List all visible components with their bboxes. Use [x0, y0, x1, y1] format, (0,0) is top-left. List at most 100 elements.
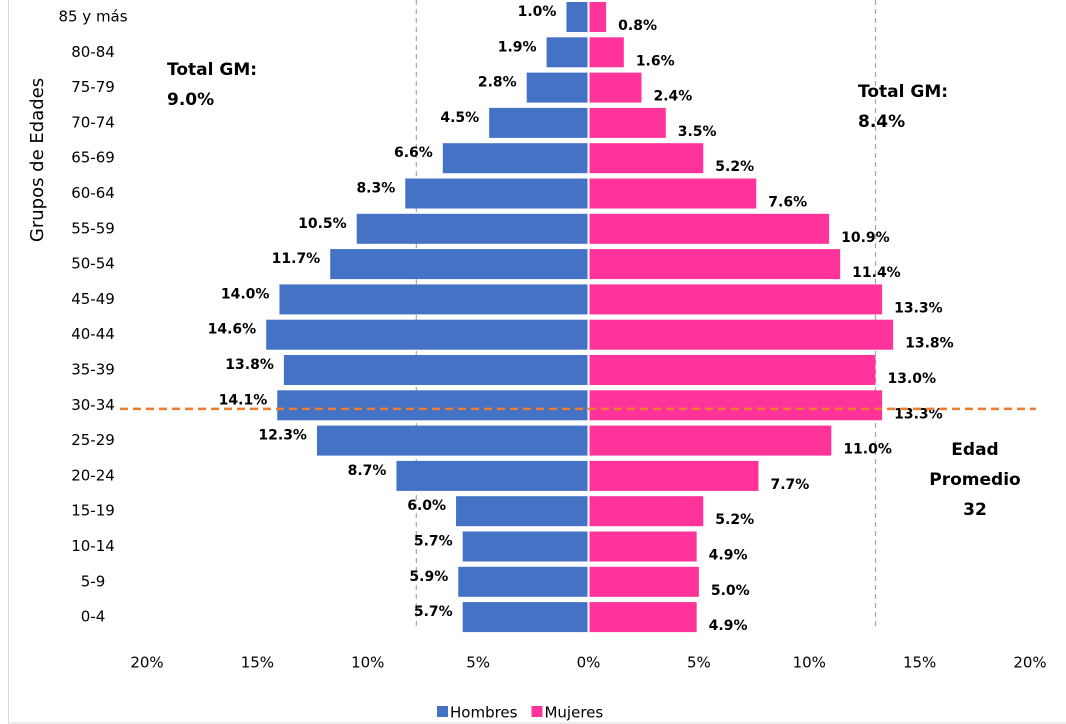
data-label: 5.2%: [715, 512, 754, 528]
bar: [405, 178, 588, 209]
data-label: 14.0%: [221, 286, 270, 302]
bar: [462, 531, 588, 562]
bar: [316, 425, 588, 456]
data-label: 14.6%: [208, 322, 257, 338]
data-label: 8.3%: [356, 181, 395, 197]
average-label: Promedio: [929, 470, 1020, 490]
y-tick-label: 70-74: [71, 113, 115, 131]
data-label: 13.0%: [887, 371, 936, 387]
data-label: 1.6%: [636, 53, 675, 69]
bar: [462, 602, 588, 633]
data-label: 12.3%: [258, 428, 307, 444]
x-tick-label: 10%: [793, 654, 826, 672]
y-tick-label: 5-9: [81, 572, 106, 590]
data-label: 13.8%: [905, 336, 954, 352]
y-tick-label: 60-64: [71, 184, 115, 202]
data-label: 2.8%: [478, 75, 517, 91]
bar: [589, 72, 642, 103]
y-tick-label: 50-54: [71, 255, 115, 273]
bar: [283, 355, 588, 385]
x-tick-label: 0%: [577, 654, 601, 672]
y-axis-label: Grupos de Edades: [27, 78, 48, 242]
y-tick-label: 30-34: [71, 396, 115, 414]
bar: [589, 602, 697, 633]
bar: [566, 2, 588, 32]
x-tick-label: 10%: [351, 654, 384, 672]
data-label: 14.1%: [219, 392, 268, 408]
bar: [489, 107, 588, 138]
data-label: 7.7%: [770, 477, 809, 493]
data-label: 2.4%: [653, 89, 692, 105]
data-label: 5.0%: [711, 583, 750, 599]
data-label: 11.4%: [852, 265, 901, 281]
data-label: 6.0%: [407, 498, 446, 514]
annotation: Total GM:: [858, 82, 948, 102]
data-label: 13.8%: [225, 357, 274, 373]
data-label: 11.0%: [843, 442, 892, 458]
bar: [589, 178, 757, 209]
bar: [589, 496, 704, 527]
y-tick-label: 20-24: [71, 466, 115, 484]
y-tick-label: 35-39: [71, 361, 115, 379]
bar: [589, 531, 697, 562]
data-label: 13.3%: [894, 300, 943, 316]
bar: [589, 37, 624, 68]
bar: [330, 249, 588, 280]
bar: [589, 355, 876, 385]
data-label: 4.5%: [440, 110, 479, 126]
data-label: 13.3%: [894, 406, 943, 422]
bar: [546, 37, 588, 68]
y-tick-label: 25-29: [71, 431, 115, 449]
bar: [526, 72, 588, 103]
y-tick-label: 45-49: [71, 290, 115, 308]
bar: [589, 249, 841, 280]
y-tick-label: 65-69: [71, 149, 115, 167]
y-tick-label: 0-4: [81, 608, 106, 626]
data-label: 5.9%: [409, 569, 448, 585]
annotation: Total GM:: [167, 60, 257, 80]
data-label: 5.2%: [715, 159, 754, 175]
x-tick-label: 20%: [130, 654, 163, 672]
chart-frame: [8, 0, 1066, 724]
x-tick-label: 15%: [241, 654, 274, 672]
bar: [277, 390, 588, 421]
y-tick-label: 10-14: [71, 537, 115, 555]
bar: [589, 107, 666, 138]
y-tick-label: 85 y más: [58, 8, 127, 26]
legend-swatch: [531, 706, 543, 717]
average-value: 32: [963, 500, 987, 520]
data-label: 7.6%: [768, 195, 807, 211]
bar: [456, 496, 588, 527]
legend-swatch: [437, 706, 448, 717]
x-tick-label: 5%: [466, 654, 490, 672]
y-tick-label: 15-19: [71, 502, 115, 520]
data-label: 4.9%: [709, 618, 748, 634]
data-label: 8.7%: [348, 463, 387, 479]
bar: [589, 2, 607, 32]
bar: [589, 460, 759, 491]
y-tick-label: 80-84: [71, 43, 115, 61]
y-tick-label: 75-79: [71, 78, 115, 96]
bar: [589, 566, 699, 597]
bar: [442, 143, 588, 174]
data-label: 1.0%: [518, 4, 557, 20]
bar: [589, 319, 894, 350]
data-label: 6.6%: [394, 145, 433, 161]
legend-label: Hombres: [450, 704, 518, 722]
legend-label: Mujeres: [544, 704, 603, 722]
average-label: Edad: [951, 440, 998, 460]
bar: [266, 319, 588, 350]
data-label: 3.5%: [678, 124, 717, 140]
x-tick-label: 5%: [687, 654, 711, 672]
y-tick-label: 40-44: [71, 325, 115, 343]
data-label: 5.7%: [414, 534, 453, 550]
bar: [589, 213, 830, 244]
annotation: 9.0%: [167, 90, 214, 110]
bar: [458, 566, 588, 597]
x-tick-label: 15%: [903, 654, 936, 672]
bar: [589, 284, 883, 315]
bar: [356, 213, 588, 244]
bar: [396, 460, 588, 491]
bar: [589, 425, 832, 456]
annotation: 8.4%: [858, 112, 905, 132]
